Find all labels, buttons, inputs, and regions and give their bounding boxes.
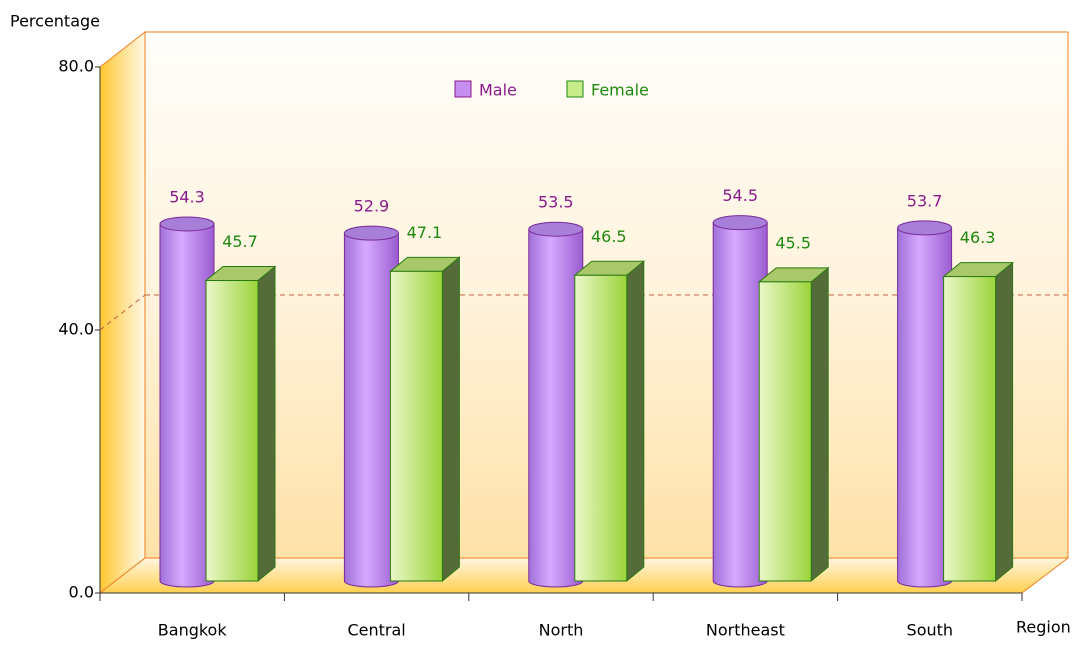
bar-top [528,221,584,237]
bar-side [441,256,460,583]
data-label: 46.3 [960,228,996,247]
bar [897,227,953,588]
bar [528,228,584,588]
data-label: 45.5 [775,233,811,252]
bar [389,270,443,582]
bar-top [712,215,768,231]
data-label: 53.7 [907,191,943,210]
grid-line [99,294,146,331]
bar [205,280,259,582]
legend-label: Female [591,81,649,100]
bar [343,232,399,588]
bar [712,222,768,588]
data-label: 53.5 [538,193,574,212]
y-tick-label: 80.0 [58,57,94,76]
data-label: 45.7 [222,232,258,251]
x-tick-label: Bangkok [158,621,228,640]
bar-top [897,220,953,236]
data-label: 46.5 [591,227,627,246]
data-label: 47.1 [407,223,443,242]
x-tick-label: Northeast [706,621,785,640]
x-tick-label: Central [347,621,405,640]
bar-side [257,265,276,583]
data-label: 52.9 [354,197,390,216]
bar [574,274,628,582]
bar-top [159,216,215,232]
bar [159,223,215,588]
data-label: 54.5 [722,186,758,205]
legend-swatch [566,80,584,98]
y-axis-label: Percentage [10,12,100,31]
x-tick-label: South [907,621,954,640]
bar [758,281,812,582]
x-axis-label: Region [1016,618,1071,637]
bar-side [995,261,1014,583]
y-tick-label: 0.0 [69,583,94,602]
bar-top [343,225,399,241]
y-tick-label: 40.0 [58,320,94,339]
data-label: 54.3 [169,187,205,206]
bar-side [626,260,645,583]
bar [943,276,997,582]
bar-side [810,266,829,583]
legend-swatch [454,80,472,98]
x-tick-label: North [539,621,584,640]
legend-label: Male [479,81,517,100]
